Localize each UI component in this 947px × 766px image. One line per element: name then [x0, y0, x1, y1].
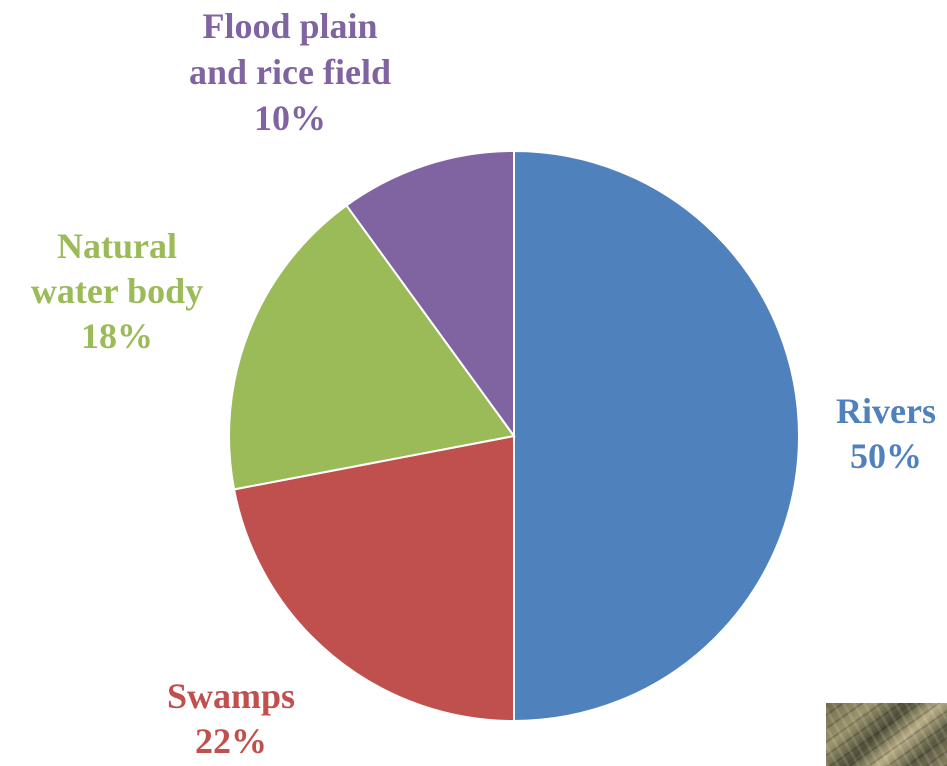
slice-label-line: Swamps [167, 676, 295, 716]
pie-slice-swamps [232, 434, 515, 723]
slice-labels: Rivers 50% Swamps 22% Natural water body 18% Fl… [31, 6, 936, 761]
slice-label-natural-water-body: Natural water body 18% [31, 226, 203, 356]
slice-label-line: Rivers [836, 391, 936, 431]
slice-label-line: and rice field [189, 52, 391, 92]
slice-label-line: 50% [850, 436, 922, 476]
slice-label-line: 10% [254, 98, 326, 138]
pie-slice-rivers [513, 149, 800, 723]
slice-label-line: Natural [57, 226, 177, 266]
slice-label-rivers: Rivers 50% [836, 391, 936, 476]
pie-slices [228, 149, 800, 723]
slice-label-line: Flood plain [202, 6, 377, 46]
slice-label-line: 18% [81, 316, 153, 356]
slice-label-line: 22% [195, 721, 267, 761]
slice-label-line: water body [31, 271, 203, 311]
pie-slice-natural-water-body [228, 204, 516, 491]
slice-label-flood-plain-and-rice-field: Flood plain and rice field 10% [189, 6, 391, 138]
photo-thumbnail-image [826, 703, 947, 766]
slice-label-swamps: Swamps 22% [167, 676, 295, 761]
pie-slice-flood-plain-and-rice-field [345, 149, 515, 440]
